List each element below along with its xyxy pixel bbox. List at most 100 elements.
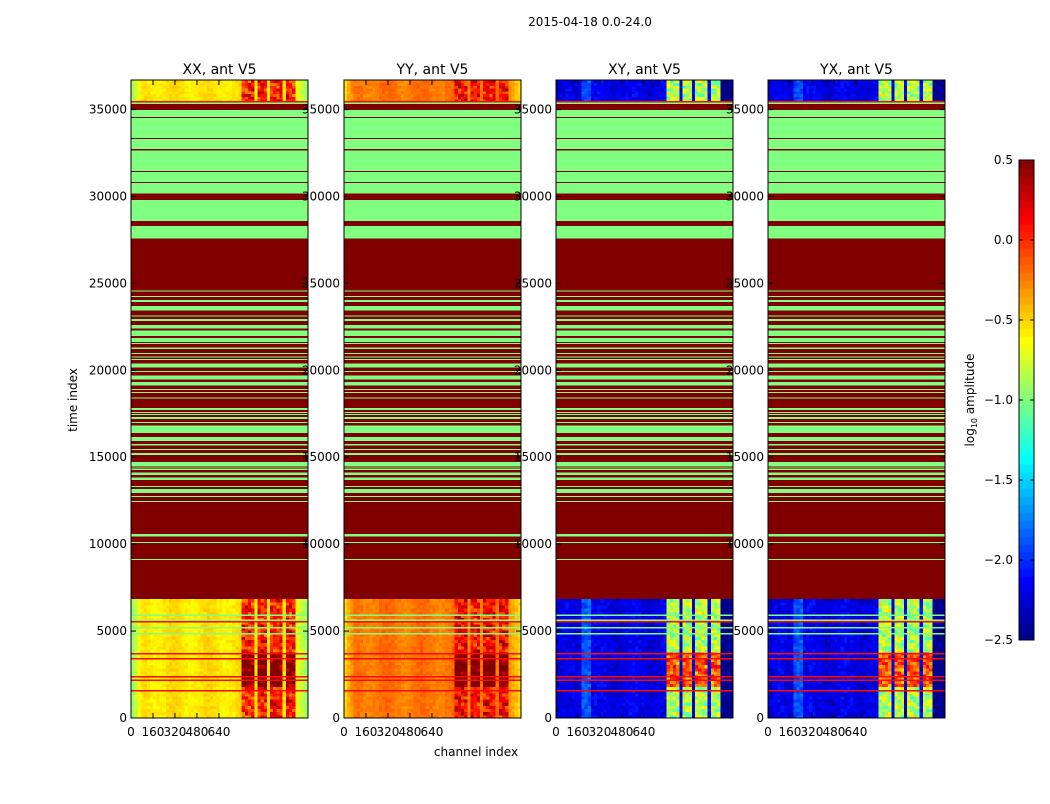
heatmap-cell — [267, 671, 271, 675]
heatmap-cell — [407, 680, 411, 684]
heatmap-cell — [499, 608, 503, 612]
heatmap-cell — [391, 696, 395, 700]
heatmap-cell — [150, 643, 154, 647]
heatmap-cell — [286, 709, 290, 713]
heatmap-cell — [372, 94, 376, 97]
heatmap-cell — [363, 602, 367, 606]
heatmap-cell — [499, 649, 503, 653]
heatmap-cell — [242, 643, 246, 647]
heatmap-cell — [350, 643, 354, 647]
heatmap-cell — [134, 693, 138, 697]
heatmap-cell — [417, 96, 421, 99]
heatmap-cell — [505, 640, 509, 644]
heatmap-cell — [385, 709, 389, 713]
heatmap-cell — [207, 649, 211, 653]
heatmap-cell — [276, 671, 280, 675]
heatmap-cell — [299, 83, 303, 86]
heatmap-cell — [226, 88, 230, 91]
heatmap-cell — [248, 696, 252, 700]
heatmap-cell — [292, 687, 296, 691]
heatmap-cell — [210, 696, 214, 700]
heatmap-cell — [166, 687, 170, 691]
heatmap-cell — [483, 637, 487, 641]
heatmap-cell — [499, 696, 503, 700]
heatmap-cell — [461, 687, 465, 691]
heatmap-cell — [235, 605, 239, 609]
heatmap-cell — [445, 680, 449, 684]
heatmap-cell — [350, 712, 354, 716]
heatmap-cell — [414, 705, 418, 709]
heatmap-cell — [470, 705, 474, 709]
flagged-stripe-green — [131, 343, 308, 344]
heatmap-cell — [251, 605, 255, 609]
heatmap-cell — [280, 646, 284, 650]
heatmap-cell — [464, 643, 468, 647]
heatmap-cell — [248, 712, 252, 716]
heatmap-cell — [207, 605, 211, 609]
heatmap-cell — [442, 640, 446, 644]
heatmap-cell — [455, 684, 459, 688]
heatmap-cell — [353, 637, 357, 641]
heatmap-cell — [286, 85, 290, 88]
heatmap-cell — [360, 696, 364, 700]
heatmap-cell — [379, 605, 383, 609]
heatmap-cell — [410, 640, 414, 644]
heatmap-cell — [242, 668, 246, 672]
heatmap-cell — [486, 605, 490, 609]
heatmap-cell — [283, 709, 287, 713]
heatmap-cell — [429, 599, 433, 603]
heatmap-cell — [455, 671, 459, 675]
heatmap-cell — [363, 702, 367, 706]
heatmap-cell — [226, 83, 230, 86]
heatmap-cell — [366, 640, 370, 644]
heatmap-cell — [267, 687, 271, 691]
heatmap-cell — [467, 684, 471, 688]
heatmap-cell — [134, 83, 138, 86]
heatmap-cell — [254, 712, 258, 716]
heatmap-cell — [391, 94, 395, 97]
heatmap-cell — [280, 671, 284, 675]
heatmap-cell — [436, 671, 440, 675]
heatmap-cell — [270, 646, 274, 650]
heatmap-cell — [483, 640, 487, 644]
heatmap-cell — [464, 608, 468, 612]
heatmap-cell — [344, 662, 348, 666]
heatmap-cell — [223, 649, 227, 653]
heatmap-cell — [502, 96, 506, 99]
heatmap-cell — [486, 646, 490, 650]
heatmap-cell — [461, 662, 465, 666]
heatmap-cell — [197, 687, 201, 691]
heatmap-cell — [477, 705, 481, 709]
heatmap-cell — [401, 671, 405, 675]
heatmap-cell — [474, 643, 478, 647]
heatmap-cell — [347, 599, 351, 603]
heatmap-cell — [204, 668, 208, 672]
heatmap-cell — [385, 602, 389, 606]
heatmap-cell — [197, 712, 201, 716]
heatmap-cell — [182, 94, 186, 97]
heatmap-cell — [178, 608, 182, 612]
heatmap-cell — [382, 649, 386, 653]
heatmap-cell — [455, 602, 459, 606]
heatmap-cell — [302, 599, 306, 603]
heatmap-cell — [172, 599, 176, 603]
heatmap-cell — [150, 96, 154, 99]
heatmap-cell — [366, 599, 370, 603]
heatmap-cell — [369, 96, 373, 99]
heatmap-cell — [238, 91, 242, 94]
heatmap-cell — [372, 702, 376, 706]
heatmap — [344, 80, 521, 718]
heatmap-cell — [204, 85, 208, 88]
heatmap-cell — [213, 94, 217, 97]
heatmap-cell — [407, 671, 411, 675]
heatmap-cell — [156, 696, 160, 700]
heatmap-cell — [461, 96, 465, 99]
heatmap-cell — [480, 684, 484, 688]
heatmap-cell — [166, 91, 170, 94]
flagged-stripe-green — [131, 462, 308, 466]
heatmap-cell — [395, 705, 399, 709]
heatmap-cell — [426, 640, 430, 644]
heatmap-cell — [223, 83, 227, 86]
heatmap-cell — [385, 643, 389, 647]
heatmap-cell — [254, 96, 258, 99]
